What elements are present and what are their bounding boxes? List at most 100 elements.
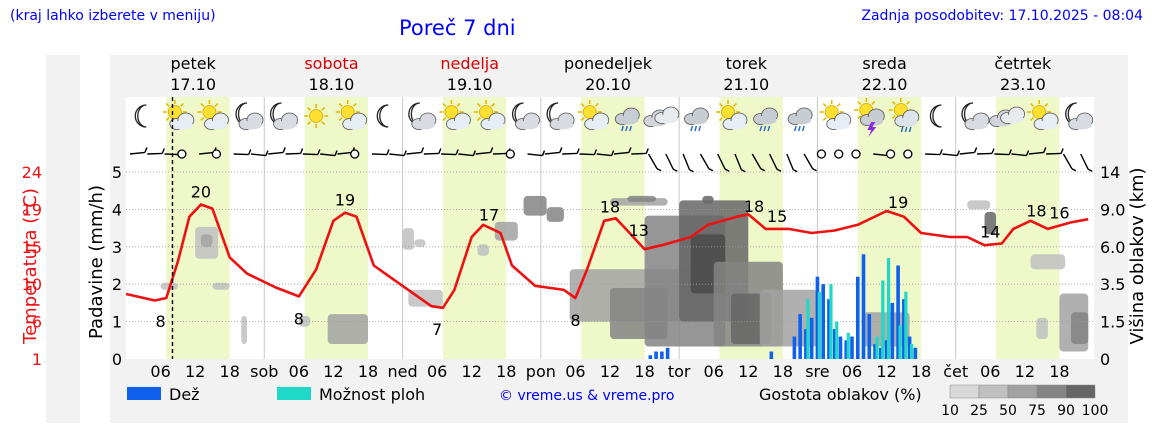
temperature-label: 14 [980,223,1000,242]
hour-tick-label: 18 [220,362,240,381]
day-date: 22.10 [862,75,908,94]
temp-tick-label: 6 [32,313,42,332]
rain-drop [908,126,912,133]
shower-bar [806,299,810,359]
day-name: torek [726,54,768,73]
day-date: 18.10 [309,75,355,94]
sun-cloud-icon [577,100,610,130]
wind-barb [492,152,509,155]
sun-ray [836,102,841,107]
wind-calm [903,149,913,159]
moon-cloud-icon [512,102,540,130]
rain-bar [769,351,774,359]
cloud-patch [1030,254,1066,270]
hour-tick-label: 12 [185,362,205,381]
wind-barb [475,151,491,155]
temperature-axis-title: Temperatura (°C) [20,188,41,345]
wind-barb [682,153,691,171]
temperature-label: 18 [600,198,620,217]
day-name: nedelja [440,54,499,73]
rain-drop [767,125,771,132]
wind-barb-flag [299,148,304,154]
cloud-density-level: 90 [1057,403,1075,419]
wind-barb [544,151,560,155]
wind-barb [527,153,543,157]
location-hint[interactable]: (kraj lahko izberete v meniju) [10,8,216,24]
sun-ray [822,117,827,122]
copyright-link[interactable]: © vreme.us & vreme.pro [499,388,675,404]
wind-barb-flag [776,168,782,172]
legend-label: Možnost ploh [319,385,425,404]
cloud-tick-label: 0 [1100,350,1110,369]
shower-bar [886,258,891,359]
wind-barb [1062,153,1073,170]
sun-ray [891,115,896,120]
wind-barb [562,152,578,155]
wind-calm [851,149,861,159]
cloud-patch [984,211,997,235]
cloud-patch [298,315,311,327]
sun-cloud-icon [439,100,471,130]
temperature-label: 19 [335,191,355,210]
sun-ray [179,102,184,107]
cloud-density-swatch [978,384,1009,399]
day-name: sobota [304,54,358,73]
cloud-patch [212,282,230,290]
rain-bar [648,355,653,359]
rain-bar [844,340,849,359]
day-date: 21.10 [723,75,769,94]
wind-calm [177,149,187,159]
cloud-patch [702,195,714,204]
cloud-patch [414,239,426,247]
temperature-label: 15 [767,207,787,226]
day-date: 23.10 [1000,75,1046,94]
hour-tick-label: 12 [462,362,482,381]
page-title: Poreč 7 dni [399,16,516,40]
sun-ray [442,117,447,122]
wind-barb-flag [610,150,615,156]
wind-barb [441,153,457,156]
wind-barb [579,153,595,156]
cloud-tick-label: 6.0 [1100,238,1125,257]
hour-tick-label: 06 [842,362,862,381]
wind-barb [1028,151,1044,155]
rain-bar [798,314,802,359]
sun-ray [307,121,312,126]
wind-barb-flag [161,148,165,154]
cloud-density-swatch [1007,384,1038,399]
temperature-line [125,203,1089,310]
cloud-density-swatch [1065,384,1096,399]
wind-barb-flag [1087,168,1093,172]
cloud-shape [345,120,366,130]
sun-ray [338,117,343,122]
sun-ray [352,102,357,107]
day-name: sreda [862,54,906,73]
rain-bar [660,351,664,359]
wind-barb [406,151,422,155]
cloud-shape [897,117,918,127]
wind-barb [458,153,474,157]
rain-drop [694,125,698,132]
wind-barb [873,153,889,157]
rain-drop [797,125,801,132]
cloud-tick-label: 9.0 [1100,200,1125,219]
rain-drop [801,125,805,132]
sun-ray [733,102,738,107]
wind-barb [250,153,266,157]
wind-calm [505,149,515,159]
moon-cloud-icon [270,102,298,130]
sun-cloud-icon [716,100,748,130]
cloud-patch [241,315,247,345]
cloud-patch [408,289,443,307]
shower-bar [835,321,839,359]
wind-barb [337,151,353,155]
wind-barb [129,151,145,155]
cloud-density-level: 10 [941,403,959,419]
rain-drop [793,125,797,132]
cloud-shape [756,115,777,125]
precip-tick-label: 1 [112,313,122,332]
wind-barb [320,153,336,157]
cloud-icon [989,106,1025,127]
cloud-shape [518,120,539,130]
cloud-patch [200,234,213,247]
